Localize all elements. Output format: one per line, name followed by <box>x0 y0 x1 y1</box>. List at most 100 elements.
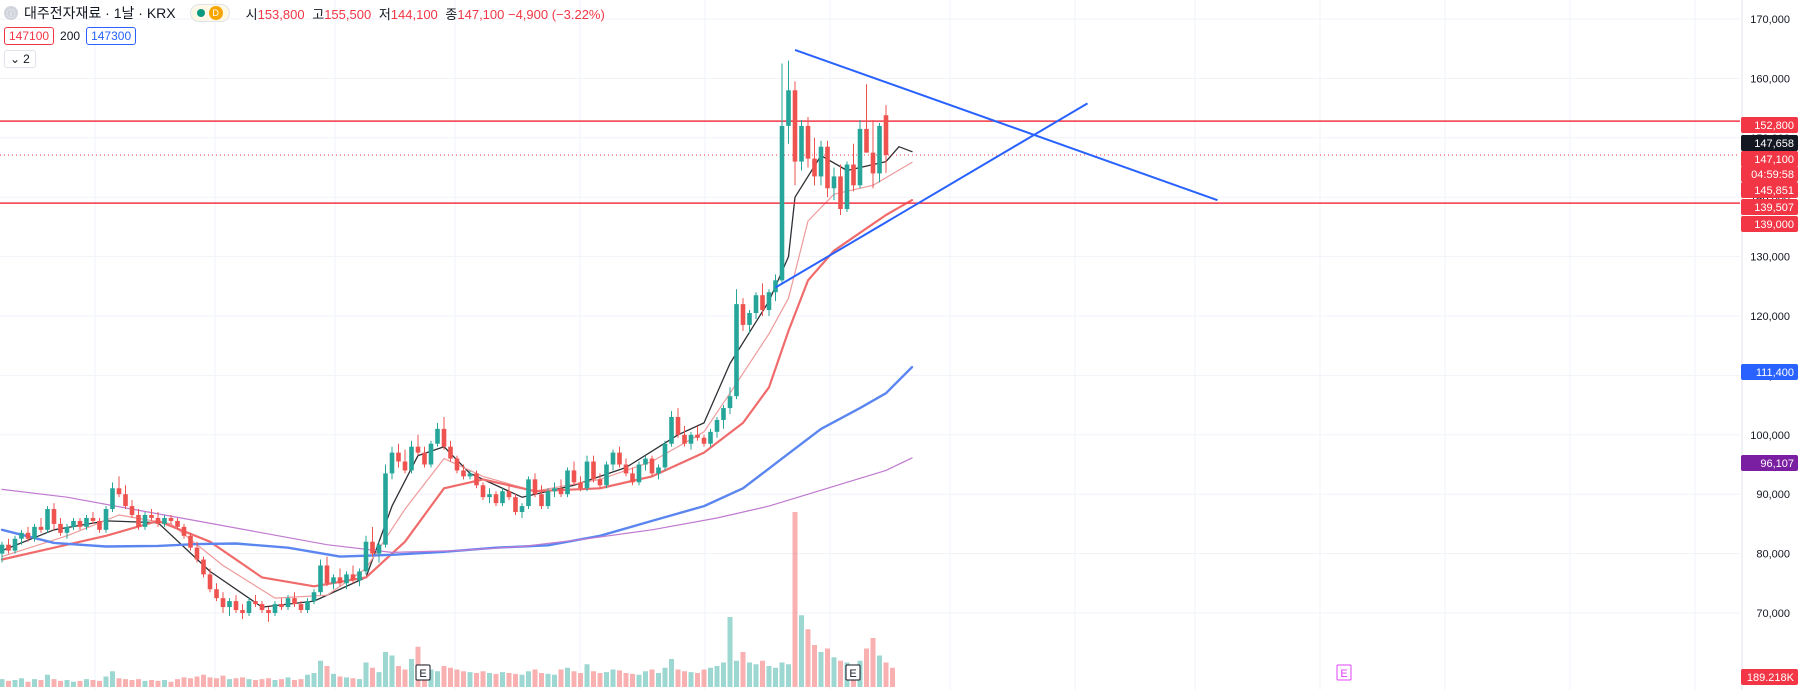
price-tick-label: 90,000 <box>1756 489 1790 501</box>
volume-bar <box>617 670 622 687</box>
volume-bar <box>240 677 245 687</box>
price-axis[interactable]: 170,000160,000150,000140,000130,000120,0… <box>1741 0 1814 690</box>
volume-bar <box>766 666 772 687</box>
volume-bar <box>194 676 200 687</box>
volume-bar <box>467 672 473 687</box>
candle-body <box>558 488 564 495</box>
candle-body <box>682 434 687 444</box>
event-marker-label: E <box>419 668 426 680</box>
price-tag <box>1741 135 1798 151</box>
price-tick-label: 130,000 <box>1750 252 1790 264</box>
candle-body <box>877 125 882 174</box>
volume-bar <box>324 666 330 687</box>
buy-button[interactable]: 147300 <box>86 27 137 45</box>
symbol-logo-icon: ⓘ <box>4 6 18 20</box>
candle-body <box>298 604 304 611</box>
volume-bar <box>727 617 733 687</box>
volume-bar <box>441 666 447 687</box>
candle-body <box>760 295 765 311</box>
volume-bar <box>136 679 141 687</box>
moving-average-lines <box>0 146 914 608</box>
candle-body <box>649 458 655 474</box>
candle-body <box>506 491 512 498</box>
volume-bar <box>656 673 661 687</box>
candle-body <box>90 517 96 521</box>
candle-body <box>162 517 167 524</box>
candle-body <box>246 601 252 613</box>
volume-bar <box>604 672 609 687</box>
volume-bar <box>799 615 804 687</box>
candle-body <box>727 396 733 409</box>
trendline <box>794 48 1218 202</box>
volume-bar <box>84 679 89 687</box>
candle-body <box>259 604 265 611</box>
trendlines[interactable] <box>774 48 1218 289</box>
close-label: 종 <box>445 6 458 22</box>
candle-body <box>292 598 297 605</box>
volume-bar <box>149 680 154 687</box>
volume-bar <box>227 679 232 687</box>
volume-bar <box>760 660 765 687</box>
candle-body <box>142 514 148 527</box>
volume-bar <box>214 678 219 687</box>
volume-bar <box>428 669 434 687</box>
candle-body <box>513 497 518 513</box>
volume-bar <box>298 679 304 687</box>
candle-body <box>825 146 830 189</box>
candle-body <box>519 506 525 513</box>
volume-bar <box>532 669 538 687</box>
candle-body <box>617 452 622 465</box>
volume-bar <box>558 669 564 687</box>
candle-body <box>266 610 271 613</box>
volume-bar <box>435 671 440 687</box>
volume-bar <box>246 679 252 687</box>
candle-body <box>227 601 232 608</box>
candle-body <box>851 164 856 186</box>
earnings-event-marker: E <box>415 664 431 681</box>
ohlc-values: 시153,800 고155,500 저144,100 종147,100 −4,9… <box>246 4 609 23</box>
volume-bar <box>90 680 96 687</box>
volume-bar <box>103 676 109 687</box>
volume-bar <box>695 673 700 687</box>
candle-body <box>194 547 200 560</box>
volume-bar <box>578 673 583 687</box>
price-tag-label: 96,107 <box>1760 458 1794 470</box>
volume-bar <box>753 664 759 687</box>
candle-body <box>675 416 681 435</box>
candle-body <box>337 577 343 584</box>
indicators-toggle-button[interactable]: ⌄ 2 <box>4 50 36 68</box>
spread-value: 200 <box>60 29 81 43</box>
volume-bar <box>266 678 271 687</box>
candle-body <box>428 443 434 465</box>
candle-body <box>84 517 89 527</box>
candle-body <box>51 509 57 524</box>
volume-bar <box>155 680 161 687</box>
candle-body <box>526 479 531 507</box>
volume-bar <box>454 669 460 687</box>
volume-bar <box>805 629 811 687</box>
candle-body <box>487 494 492 498</box>
sell-button[interactable]: 147100 <box>4 27 55 45</box>
candle-body <box>71 520 76 527</box>
volume-bar <box>890 667 895 687</box>
price-tag <box>1741 199 1798 215</box>
volume-bar <box>363 662 369 687</box>
symbol-title[interactable]: 대주전자재료 · 1날 · KRX <box>24 5 176 21</box>
candle-body <box>32 526 37 539</box>
volume-bar <box>825 648 830 687</box>
volume-bar <box>701 669 707 687</box>
open-label: 시 <box>245 6 258 22</box>
volume-bar <box>675 669 681 687</box>
market-status-badge[interactable]: D <box>189 4 230 22</box>
candle-body <box>734 304 739 397</box>
volume-bar <box>370 667 375 687</box>
candle-body <box>175 520 180 527</box>
volume-bar <box>838 660 843 687</box>
volume-bar <box>376 672 382 687</box>
horizontal-levels[interactable] <box>0 120 1740 204</box>
volume-bar <box>305 674 310 687</box>
candle-body <box>376 544 382 554</box>
candle-body <box>253 601 258 605</box>
